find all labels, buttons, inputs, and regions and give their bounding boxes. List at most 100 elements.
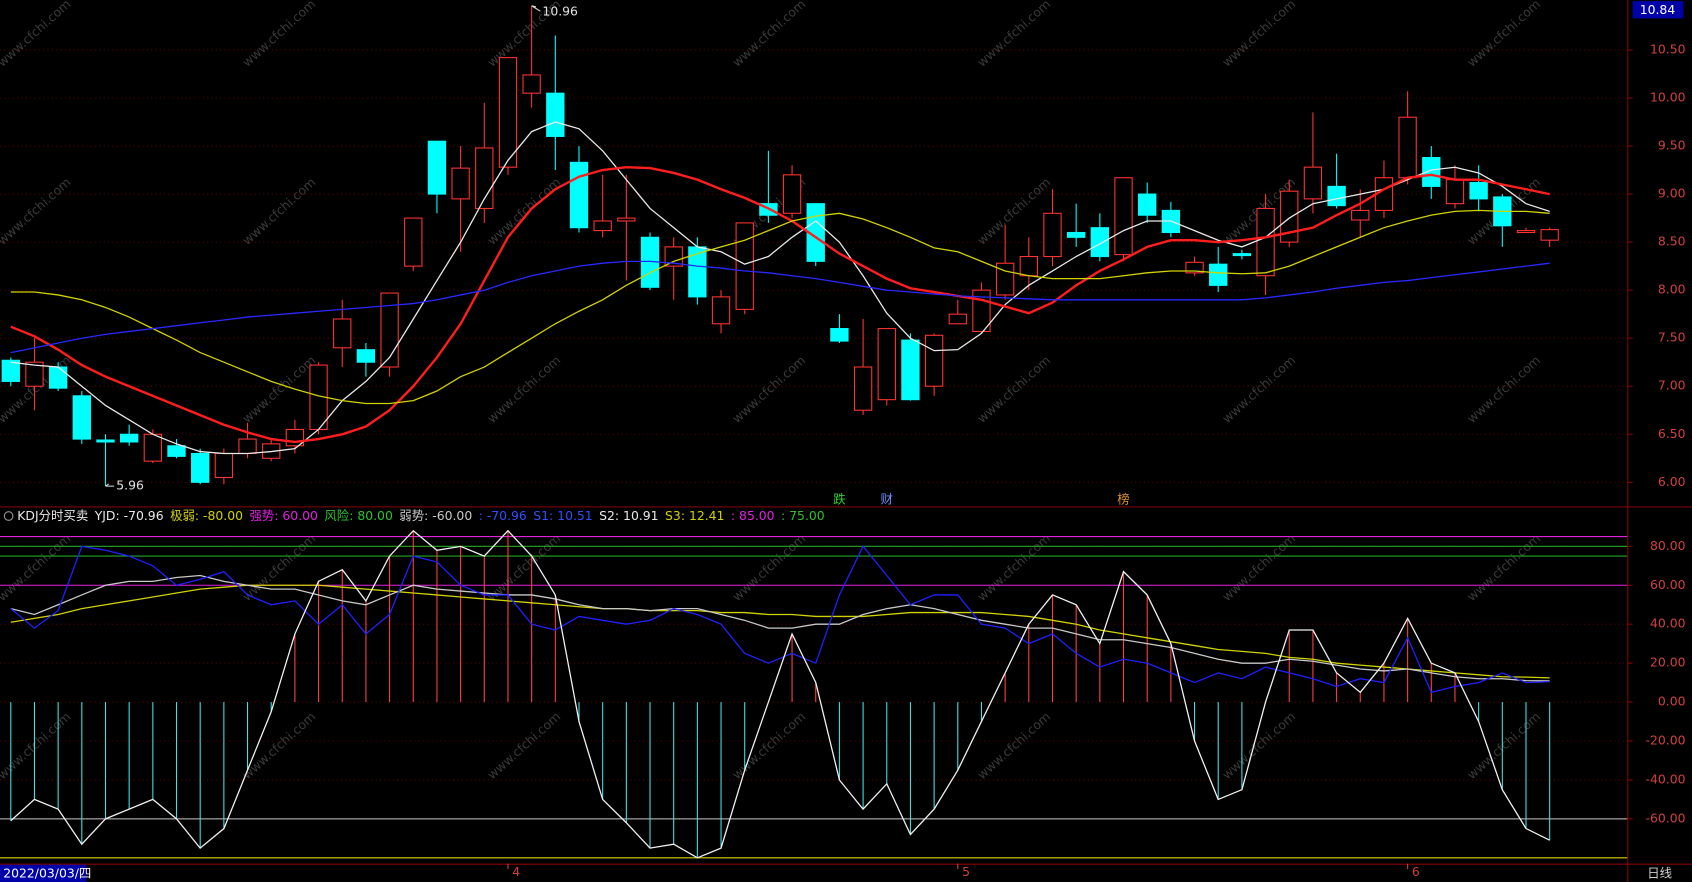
legend-entry: : -70.96 — [479, 508, 527, 523]
candle-body — [1256, 207, 1275, 277]
candle-body — [1422, 157, 1441, 187]
legend-entry: : 75.00 — [781, 508, 825, 523]
y-tick-label: -40.00 — [1646, 771, 1686, 786]
candle-body — [1066, 231, 1086, 238]
date-box — [0, 864, 87, 882]
candle-body — [48, 366, 68, 389]
candle-body — [25, 361, 44, 387]
candle-body — [1303, 166, 1323, 200]
min-label: 5.96 — [116, 478, 144, 493]
candle-body — [664, 246, 683, 267]
y-tick-label: -60.00 — [1646, 810, 1686, 825]
period-label: 日线 — [1647, 865, 1672, 880]
candle-body — [1, 359, 20, 382]
event-label[interactable]: 榜 — [1117, 491, 1129, 506]
candle-body — [995, 262, 1015, 296]
candle-body — [333, 318, 352, 349]
moving-average-line — [10, 209, 1550, 405]
candle-body — [475, 147, 494, 210]
candle-body — [380, 292, 399, 368]
candle-body — [498, 57, 518, 168]
candle-body — [427, 140, 447, 195]
max-label: 10.96 — [542, 4, 578, 19]
cursor-date: 2022/03/03/四 — [3, 865, 91, 880]
legend-entry: 弱势: -60.00 — [399, 508, 472, 523]
event-label[interactable]: 财 — [881, 491, 893, 506]
legend-entry: 极弱: -80.00 — [170, 508, 243, 523]
candle-body — [593, 220, 612, 232]
candle-body — [711, 296, 731, 325]
candle-body — [451, 167, 470, 200]
x-tick-label: 6 — [1412, 864, 1420, 879]
candle-body — [214, 452, 234, 479]
candle-body — [1351, 209, 1370, 221]
candle-body — [238, 438, 257, 455]
event-label[interactable]: 跌 — [833, 491, 845, 506]
candle-body — [877, 328, 896, 401]
candle-body — [948, 313, 967, 325]
indicator-line — [10, 545, 1550, 694]
candle-body — [167, 445, 186, 457]
max-pointer — [531, 5, 541, 12]
candle-body — [191, 452, 210, 483]
candle-body — [356, 349, 376, 363]
y-tick-label: 8.00 — [1658, 282, 1686, 297]
candle-body — [1209, 263, 1228, 286]
indicator-title: KDJ分时买卖 — [17, 508, 88, 523]
moving-average-line — [10, 166, 1550, 444]
y-tick-label: 8.50 — [1658, 234, 1686, 249]
indicator-line — [10, 584, 1550, 679]
candle-body — [1327, 185, 1346, 207]
y-tick-label: 80.00 — [1650, 538, 1686, 553]
candle-body — [96, 439, 115, 443]
candle-body — [569, 161, 589, 229]
candle-body — [688, 246, 707, 298]
candle-body — [404, 217, 423, 267]
y-tick-label: 6.00 — [1658, 474, 1686, 489]
y-tick-label: 7.50 — [1658, 330, 1686, 345]
legend-entry: S1: 10.51 — [533, 508, 592, 523]
y-tick-label: -20.00 — [1646, 733, 1686, 748]
candle-body — [617, 217, 636, 222]
candle-body — [1398, 116, 1417, 179]
candle-body — [522, 74, 541, 94]
legend-entry: S2: 10.91 — [599, 508, 658, 523]
indicator-line — [10, 529, 1550, 859]
x-tick-label: 4 — [512, 864, 520, 879]
candle-body — [735, 222, 754, 310]
y-tick-label: 20.00 — [1650, 655, 1686, 670]
moving-average-line — [10, 260, 1550, 354]
candle-body — [1232, 253, 1252, 257]
readout-box — [1632, 1, 1684, 19]
y-tick-label: 9.00 — [1658, 186, 1686, 201]
y-tick-label: 40.00 — [1650, 616, 1686, 631]
indicator-icon[interactable] — [3, 511, 14, 521]
min-pointer — [105, 483, 115, 487]
candle-body — [901, 339, 920, 401]
legend-entry: S3: 12.41 — [665, 508, 724, 523]
candle-body — [1445, 179, 1465, 205]
candle-body — [830, 328, 849, 342]
y-tick-label: 7.00 — [1658, 378, 1686, 393]
y-tick-label: 9.50 — [1658, 138, 1686, 153]
candle-body — [782, 174, 802, 214]
candle-body — [143, 433, 163, 462]
candle-body — [924, 334, 944, 387]
candle-body — [1185, 261, 1204, 274]
candle-body — [1138, 193, 1157, 216]
y-tick-label: 60.00 — [1650, 577, 1686, 592]
candle-body — [1516, 230, 1536, 234]
legend-entry: : 85.00 — [731, 508, 775, 523]
candle-body — [1019, 255, 1038, 277]
axis-readout: 10.84 — [1640, 2, 1676, 17]
candle-body — [1114, 177, 1133, 256]
candle-body — [1280, 190, 1299, 243]
y-tick-label: 10.00 — [1650, 89, 1686, 104]
candle-body — [119, 433, 139, 443]
x-tick-label: 5 — [962, 864, 970, 879]
candle-body — [1469, 182, 1488, 200]
legend-entry: 风险: 80.00 — [324, 508, 393, 523]
